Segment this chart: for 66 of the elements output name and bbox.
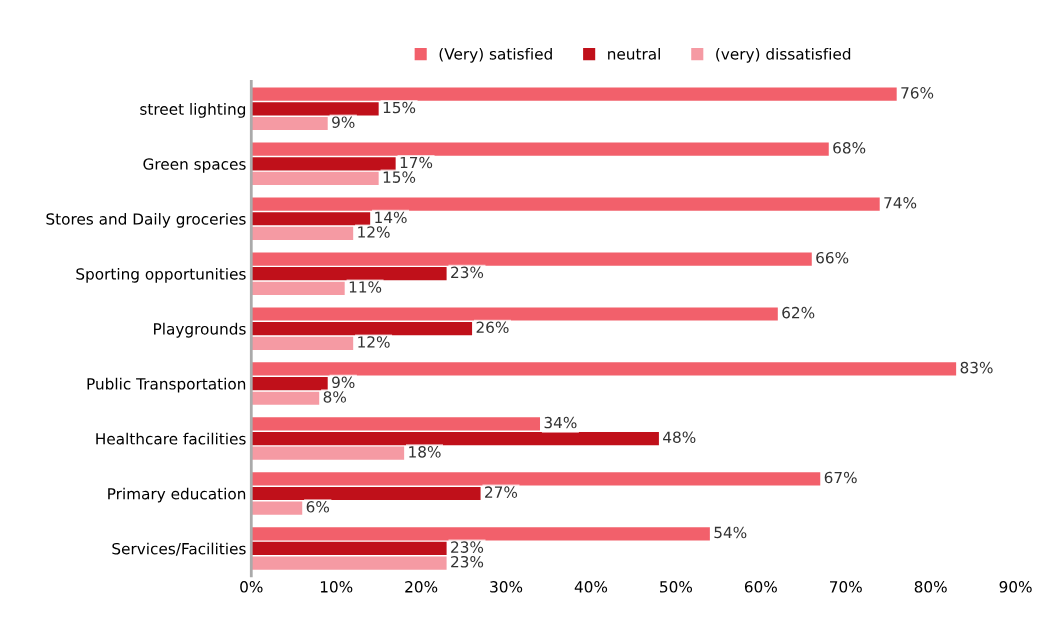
y-tick-label: Services/Facilities bbox=[112, 542, 246, 556]
y-tick-label: Green spaces bbox=[143, 158, 246, 173]
data-label: 12% bbox=[358, 336, 390, 348]
x-tick-label: 30% bbox=[490, 581, 523, 593]
y-tick-label: Public Transportation bbox=[87, 377, 246, 393]
legend-label: neutral bbox=[608, 47, 660, 60]
x-tick-label: 50% bbox=[660, 581, 693, 593]
x-tick-label: 20% bbox=[405, 581, 438, 593]
data-label: 76% bbox=[901, 87, 934, 99]
data-label: 74% bbox=[884, 196, 917, 209]
data-label: 6% bbox=[306, 501, 330, 513]
bar bbox=[251, 267, 447, 281]
data-label: 15% bbox=[383, 171, 416, 183]
x-tick-label: 60% bbox=[744, 581, 777, 593]
x-tick-label: 70% bbox=[830, 581, 862, 593]
x-tick-label: 90% bbox=[999, 581, 1032, 593]
bar bbox=[251, 391, 320, 405]
y-tick-label: Playgrounds bbox=[154, 322, 246, 338]
bar bbox=[251, 377, 328, 391]
x-tick-label: 80% bbox=[914, 581, 947, 593]
bar bbox=[251, 417, 541, 431]
bar bbox=[251, 281, 345, 295]
bar bbox=[251, 322, 473, 336]
y-tick-label: Healthcare facilities bbox=[96, 432, 246, 445]
bar bbox=[251, 486, 481, 501]
data-label: 23% bbox=[451, 555, 484, 568]
x-tick-label: 0% bbox=[240, 581, 263, 593]
bar bbox=[251, 157, 396, 171]
data-label: 66% bbox=[816, 251, 849, 264]
bar bbox=[251, 226, 354, 240]
y-tick-label: Stores and Daily groceries bbox=[46, 212, 246, 228]
y-tick-label: Primary education bbox=[108, 487, 246, 503]
bar bbox=[251, 541, 447, 556]
data-label: 67% bbox=[824, 471, 857, 484]
data-label: 23% bbox=[451, 266, 484, 279]
data-label: 48% bbox=[663, 431, 696, 443]
y-tick-label: street lighting bbox=[140, 103, 246, 118]
bar bbox=[251, 212, 371, 226]
data-label: 15% bbox=[383, 101, 416, 114]
data-label: 8% bbox=[323, 391, 347, 403]
data-label: 14% bbox=[375, 211, 407, 224]
data-label: 68% bbox=[833, 142, 866, 154]
bar bbox=[251, 336, 354, 350]
data-label: 62% bbox=[782, 306, 815, 319]
data-label: 34% bbox=[544, 416, 577, 429]
y-tick-label: Sporting opportunities bbox=[76, 267, 246, 283]
bar bbox=[251, 171, 379, 186]
data-label: 9% bbox=[332, 116, 355, 128]
x-tick-label: 10% bbox=[320, 581, 353, 593]
bar bbox=[251, 116, 328, 131]
data-label: 11% bbox=[349, 281, 382, 293]
data-label: 12% bbox=[358, 226, 390, 238]
legend-label: (Very) satisfied bbox=[439, 47, 552, 63]
data-label: 23% bbox=[451, 541, 484, 553]
data-label: 9% bbox=[332, 376, 355, 389]
bar bbox=[251, 501, 303, 515]
data-label: 18% bbox=[409, 446, 441, 458]
data-label: 17% bbox=[400, 156, 433, 169]
data-label: 54% bbox=[714, 526, 747, 539]
data-label: 83% bbox=[960, 361, 993, 374]
bar bbox=[251, 446, 405, 460]
data-label: 27% bbox=[485, 486, 518, 498]
legend-label: (very) dissatisfied bbox=[716, 47, 851, 63]
data-label: 26% bbox=[476, 321, 509, 334]
bar bbox=[251, 102, 379, 116]
x-tick-label: 40% bbox=[574, 581, 608, 593]
